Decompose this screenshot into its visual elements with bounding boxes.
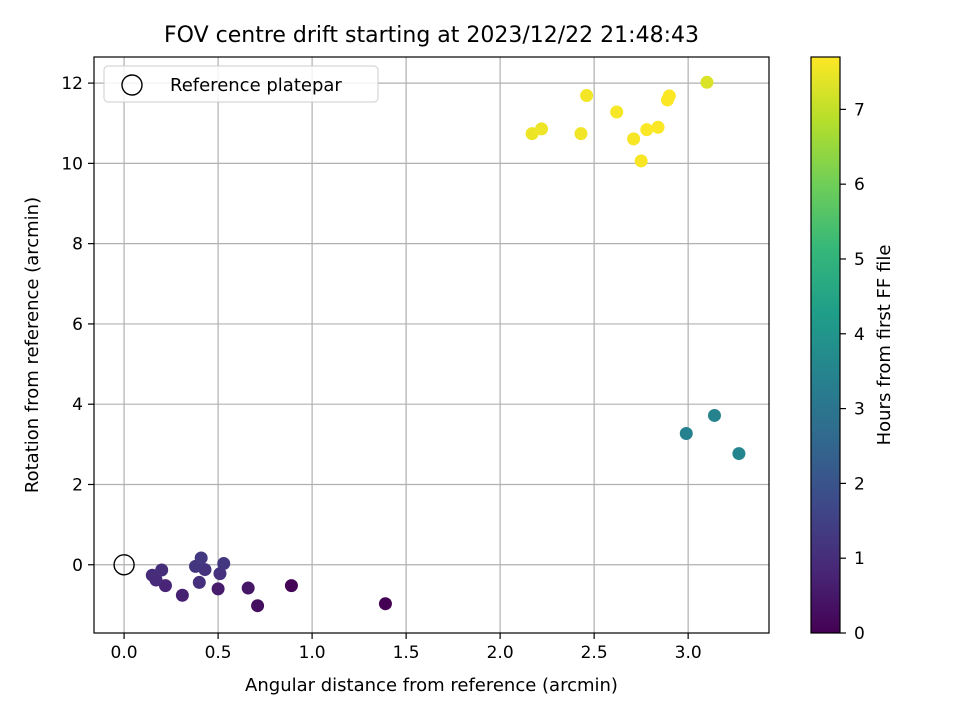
data-point bbox=[610, 105, 624, 119]
data-point bbox=[707, 408, 721, 422]
y-axis-label: Rotation from reference (arcmin) bbox=[22, 197, 43, 493]
data-point bbox=[534, 122, 548, 136]
data-point bbox=[155, 563, 169, 577]
data-point bbox=[732, 447, 746, 461]
colorbar-tick-label: 6 bbox=[854, 175, 865, 195]
data-point bbox=[194, 551, 208, 565]
x-tick-label: 0.0 bbox=[111, 643, 138, 663]
data-point bbox=[378, 597, 392, 611]
y-tick-label: 10 bbox=[61, 154, 83, 174]
data-point bbox=[251, 599, 265, 613]
data-point bbox=[192, 575, 206, 589]
data-point bbox=[700, 75, 714, 89]
data-point bbox=[241, 581, 255, 595]
data-point bbox=[580, 89, 594, 103]
data-point bbox=[211, 582, 225, 596]
x-tick-label: 3.0 bbox=[675, 643, 702, 663]
y-tick-label: 2 bbox=[72, 475, 83, 495]
chart-title: FOV centre drift starting at 2023/12/22 … bbox=[164, 23, 699, 48]
data-point bbox=[217, 557, 231, 571]
legend-marker-open-circle bbox=[121, 74, 143, 96]
colorbar-tick-label: 0 bbox=[854, 624, 865, 644]
legend-entry-label: Reference platepar bbox=[170, 75, 342, 96]
data-point bbox=[175, 588, 189, 602]
x-axis-label: Angular distance from reference (arcmin) bbox=[245, 675, 618, 696]
axes-layer: 0.0 0.5 1.0 1.5 2.0 2.5 3.0 0 2 4 6 8 10 12 bbox=[61, 56, 770, 663]
y-tick-label: 4 bbox=[72, 395, 83, 415]
data-point bbox=[640, 123, 654, 137]
data-point bbox=[679, 427, 693, 441]
y-tick-label: 8 bbox=[72, 235, 83, 255]
y-tick-label: 0 bbox=[72, 556, 83, 576]
colorbar-tick-label: 7 bbox=[854, 100, 865, 120]
x-tick-label: 1.0 bbox=[299, 643, 326, 663]
x-tick-label: 1.5 bbox=[393, 643, 420, 663]
colorbar-tick-label: 5 bbox=[854, 250, 865, 270]
data-point bbox=[574, 127, 588, 141]
grid-layer bbox=[94, 57, 769, 633]
y-tick-label: 6 bbox=[72, 315, 83, 335]
data-point bbox=[284, 579, 298, 593]
plot-frame bbox=[93, 56, 770, 634]
data-point bbox=[627, 132, 641, 146]
x-tick-label: 0.5 bbox=[205, 643, 232, 663]
x-tick-label: 2.0 bbox=[487, 643, 514, 663]
data-point bbox=[662, 89, 676, 103]
data-point bbox=[158, 579, 172, 593]
colorbar-tick-label: 3 bbox=[854, 400, 865, 420]
x-tick-label: 2.5 bbox=[581, 643, 608, 663]
points-layer bbox=[113, 75, 746, 613]
legend: Reference platepar bbox=[103, 65, 379, 103]
colorbar-gradient bbox=[810, 56, 841, 634]
colorbar-tick-label: 4 bbox=[854, 325, 865, 345]
colorbar-tick-label: 2 bbox=[854, 474, 865, 494]
data-point bbox=[651, 120, 665, 134]
colorbar: 0 1 2 3 4 5 6 7 bbox=[810, 56, 865, 644]
y-tick-label: 12 bbox=[61, 74, 83, 94]
reference-platepar-point bbox=[113, 554, 135, 576]
legend-box bbox=[103, 65, 379, 103]
colorbar-tick-label: 1 bbox=[854, 549, 865, 569]
data-point bbox=[213, 567, 227, 581]
colorbar-label: Hours from first FF file bbox=[874, 245, 895, 446]
data-point bbox=[634, 154, 648, 168]
